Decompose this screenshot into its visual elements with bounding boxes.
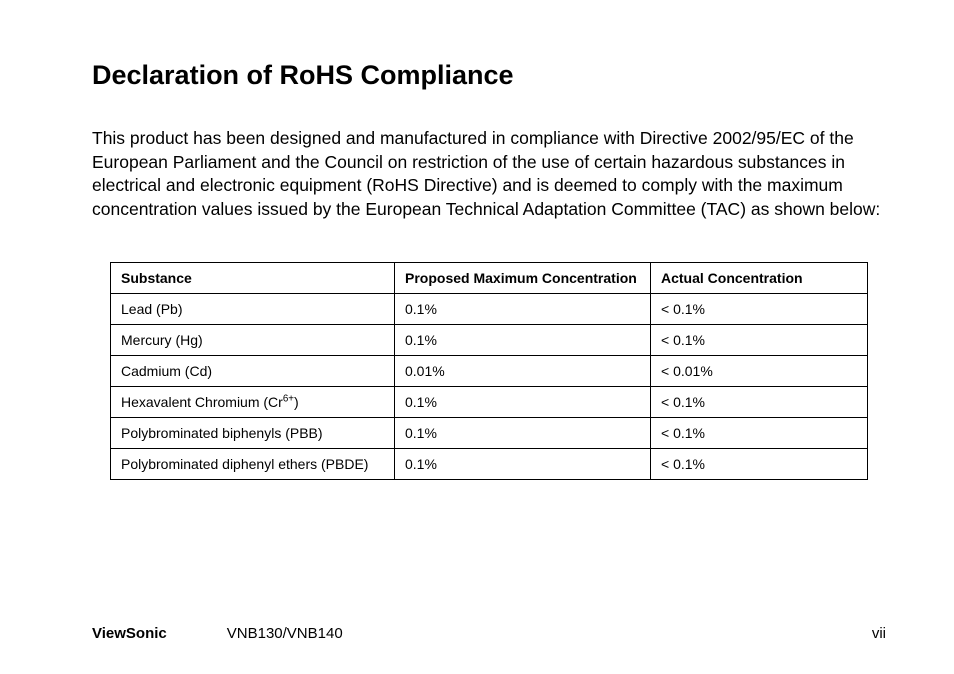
cell-substance: Mercury (Hg) xyxy=(111,324,395,355)
cell-max: 0.1% xyxy=(395,386,651,417)
table-container: Substance Proposed Maximum Concentration… xyxy=(92,262,886,480)
rohs-table: Substance Proposed Maximum Concentration… xyxy=(110,262,868,480)
cell-substance: Cadmium (Cd) xyxy=(111,355,395,386)
table-row: Polybrominated biphenyls (PBB) 0.1% < 0.… xyxy=(111,417,868,448)
cell-max: 0.1% xyxy=(395,324,651,355)
page-title: Declaration of RoHS Compliance xyxy=(92,60,886,91)
intro-paragraph: This product has been designed and manuf… xyxy=(92,127,886,222)
cell-max: 0.1% xyxy=(395,293,651,324)
cell-actual: < 0.1% xyxy=(651,448,868,479)
col-header-substance: Substance xyxy=(111,262,395,293)
footer-left: ViewSonic VNB130/VNB140 xyxy=(92,625,343,642)
cell-substance: Hexavalent Chromium (Cr6+) xyxy=(111,386,395,417)
cell-max: 0.01% xyxy=(395,355,651,386)
col-header-actual: Actual Concentration xyxy=(651,262,868,293)
cell-actual: < 0.1% xyxy=(651,386,868,417)
footer-page-number: vii xyxy=(872,625,886,642)
table-row: Hexavalent Chromium (Cr6+) 0.1% < 0.1% xyxy=(111,386,868,417)
cell-substance: Polybrominated diphenyl ethers (PBDE) xyxy=(111,448,395,479)
table-body: Lead (Pb) 0.1% < 0.1% Mercury (Hg) 0.1% … xyxy=(111,293,868,479)
col-header-max: Proposed Maximum Concentration xyxy=(395,262,651,293)
table-row: Cadmium (Cd) 0.01% < 0.01% xyxy=(111,355,868,386)
table-header-row: Substance Proposed Maximum Concentration… xyxy=(111,262,868,293)
cell-max: 0.1% xyxy=(395,448,651,479)
table-row: Polybrominated diphenyl ethers (PBDE) 0.… xyxy=(111,448,868,479)
cell-substance: Polybrominated biphenyls (PBB) xyxy=(111,417,395,448)
cell-actual: < 0.1% xyxy=(651,293,868,324)
footer-model: VNB130/VNB140 xyxy=(227,625,343,642)
table-row: Mercury (Hg) 0.1% < 0.1% xyxy=(111,324,868,355)
cell-actual: < 0.1% xyxy=(651,417,868,448)
cell-max: 0.1% xyxy=(395,417,651,448)
table-row: Lead (Pb) 0.1% < 0.1% xyxy=(111,293,868,324)
cell-substance: Lead (Pb) xyxy=(111,293,395,324)
document-page: Declaration of RoHS Compliance This prod… xyxy=(0,0,954,674)
cell-actual: < 0.01% xyxy=(651,355,868,386)
cell-actual: < 0.1% xyxy=(651,324,868,355)
page-footer: ViewSonic VNB130/VNB140 vii xyxy=(92,625,886,642)
footer-brand: ViewSonic xyxy=(92,625,167,642)
